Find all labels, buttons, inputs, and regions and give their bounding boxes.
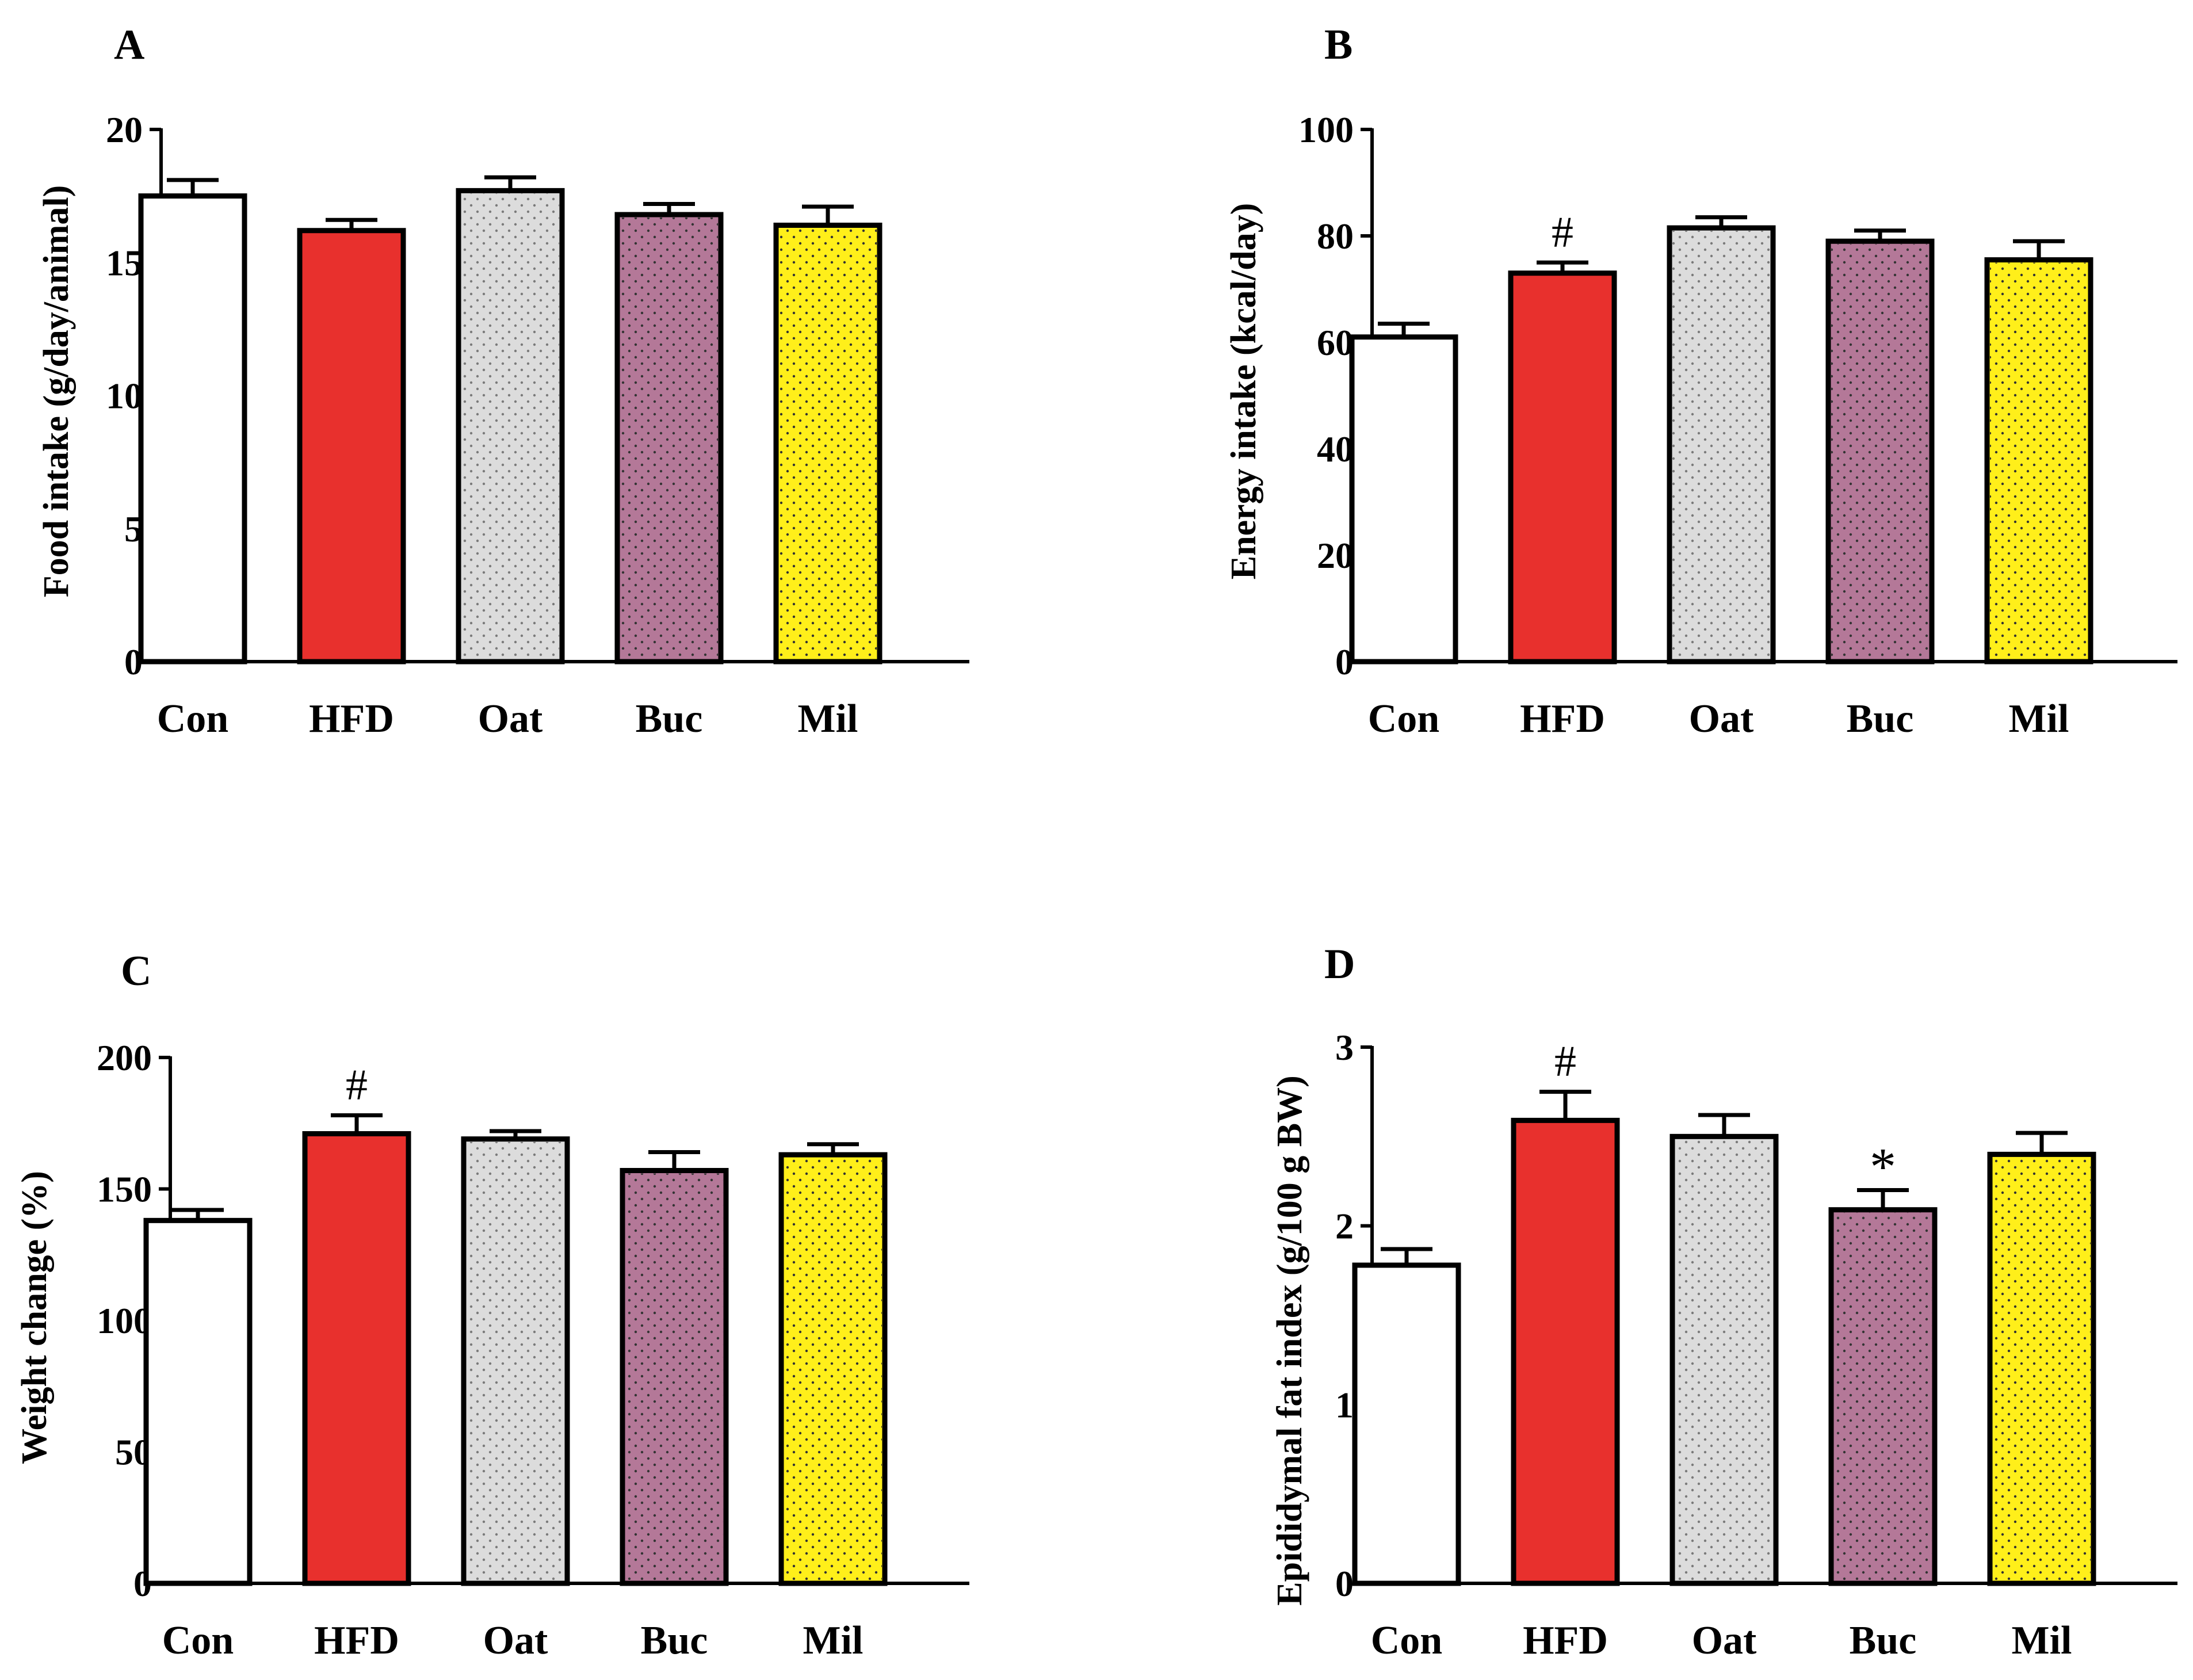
y-tick-label-b: 40 — [1317, 429, 1354, 469]
bar-texture-a-mil — [779, 228, 877, 659]
bar-texture-a-buc — [620, 217, 718, 659]
category-label-a-oat: Oat — [478, 697, 543, 741]
bar-c-hfd — [302, 1131, 411, 1586]
category-label-c-mil: Mil — [803, 1618, 864, 1663]
category-label-b-con: Con — [1368, 697, 1439, 741]
y-tick-label-d: 1 — [1335, 1384, 1354, 1425]
y-axis-title-c: Weight change (%) — [15, 1171, 54, 1464]
panel-letter-b: B — [1324, 21, 1353, 68]
category-label-d-con: Con — [1371, 1618, 1442, 1663]
bar-texture-b-oat — [1672, 231, 1770, 659]
y-tick-label-d: 0 — [1335, 1563, 1354, 1604]
category-label-d-oat: Oat — [1692, 1618, 1757, 1663]
y-tick-label-d: 2 — [1335, 1206, 1354, 1247]
category-label-a-mil: Mil — [798, 697, 858, 741]
category-label-c-con: Con — [162, 1618, 234, 1663]
y-tick-label-c: 200 — [97, 1037, 152, 1078]
category-label-d-mil: Mil — [2012, 1618, 2072, 1663]
category-label-b-buc: Buc — [1847, 697, 1914, 741]
y-tick-label-b: 60 — [1317, 322, 1354, 363]
bar-d-con — [1352, 1262, 1461, 1586]
y-axis-title-d: Epididymal fat index (g/100 g BW) — [1270, 1075, 1309, 1606]
bar-texture-c-oat — [467, 1141, 564, 1580]
annotation-b-hfd: # — [1552, 208, 1573, 256]
panel-letter-d: D — [1324, 941, 1355, 988]
y-tick-label-b: 20 — [1317, 535, 1354, 576]
bar-texture-c-mil — [784, 1158, 882, 1580]
y-tick-label-d: 3 — [1335, 1027, 1354, 1068]
y-tick-label-c: 150 — [97, 1169, 152, 1210]
panel-b: B Energy intake (kcal/day) 020406080100C… — [1224, 21, 2177, 741]
category-label-c-buc: Buc — [641, 1618, 708, 1663]
y-tick-label-a: 15 — [106, 242, 143, 283]
panel-a: A Food intake (g/day/animal) 05101520Con… — [37, 21, 969, 741]
bar-texture-b-mil — [1990, 262, 2088, 659]
category-label-a-buc: Buc — [636, 697, 703, 741]
y-axis-title-a: Food intake (g/day/animal) — [37, 185, 76, 598]
category-label-c-hfd: HFD — [314, 1618, 399, 1663]
category-label-b-oat: Oat — [1689, 697, 1754, 741]
category-label-d-buc: Buc — [1850, 1618, 1917, 1663]
bar-a-hfd — [297, 228, 406, 665]
y-tick-label-c: 100 — [97, 1300, 152, 1341]
panel-letter-a: A — [114, 21, 144, 68]
category-label-b-mil: Mil — [2009, 697, 2069, 741]
bar-d-hfd — [1511, 1117, 1620, 1586]
y-tick-label-a: 10 — [106, 376, 143, 417]
bar-b-con — [1349, 334, 1458, 665]
bar-texture-a-oat — [461, 193, 559, 659]
category-label-b-hfd: HFD — [1520, 697, 1605, 741]
panel-letter-c: C — [121, 948, 151, 995]
bar-texture-d-mil — [1993, 1157, 2091, 1580]
bar-b-hfd — [1508, 270, 1617, 665]
category-label-a-con: Con — [157, 697, 228, 741]
category-label-c-oat: Oat — [483, 1618, 548, 1663]
category-label-d-hfd: HFD — [1523, 1618, 1608, 1663]
y-axis-title-b: Energy intake (kcal/day) — [1224, 203, 1263, 579]
bar-texture-d-oat — [1675, 1139, 1773, 1580]
annotation-c-hfd: # — [346, 1061, 368, 1109]
bar-a-con — [138, 193, 247, 665]
bar-c-con — [143, 1217, 253, 1586]
y-tick-label-a: 20 — [106, 109, 143, 150]
annotation-d-hfd: # — [1554, 1037, 1576, 1086]
plot-area-d: 0 1 2 3 Con HFD # Oat Buc * Mil — [1335, 1027, 2177, 1663]
bar-texture-d-buc — [1834, 1212, 1932, 1580]
y-tick-label-b: 80 — [1317, 216, 1354, 257]
bar-texture-b-buc — [1831, 244, 1929, 659]
y-tick-label-b: 100 — [1298, 109, 1354, 150]
annotation-d-buc: * — [1870, 1137, 1896, 1196]
bar-texture-c-buc — [625, 1173, 723, 1580]
category-label-a-hfd: HFD — [309, 697, 394, 741]
panel-d: D Epididymal fat index (g/100 g BW) 0 1 2 3… — [1270, 941, 2177, 1663]
